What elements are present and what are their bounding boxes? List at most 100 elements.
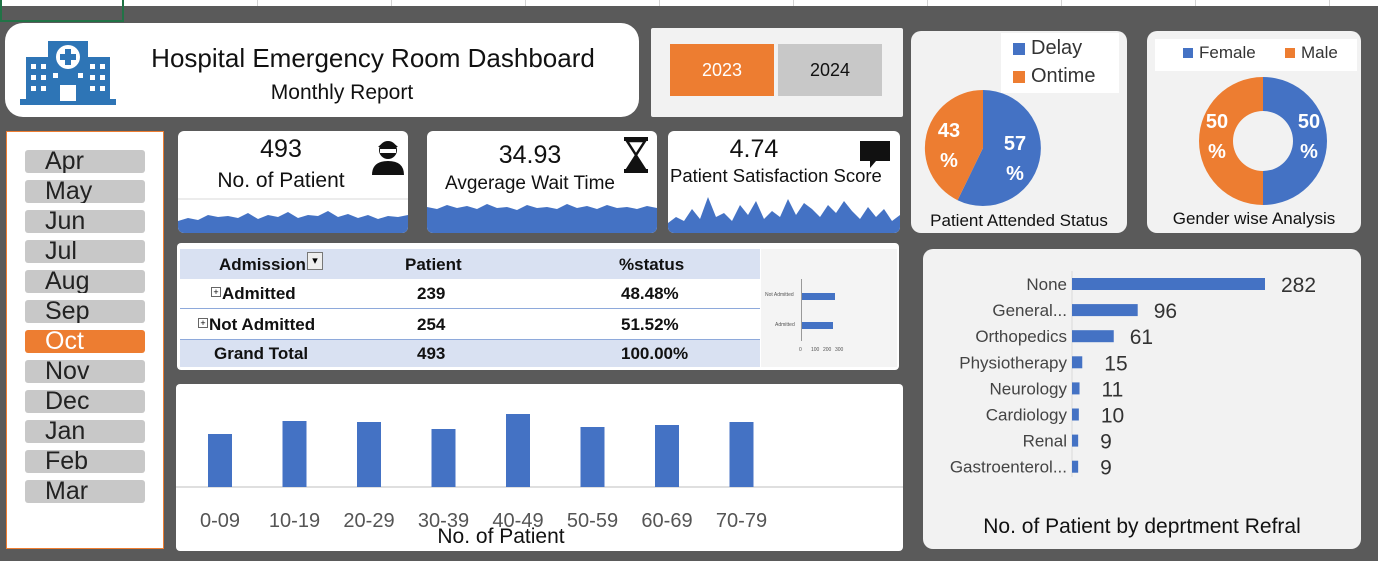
dept-value: 282 xyxy=(1281,274,1316,297)
dept-label: Neurology xyxy=(990,379,1068,398)
kpi-satisfaction-label: Patient Satisfaction Score xyxy=(670,165,882,186)
age-bar-40-49 xyxy=(506,414,530,487)
gender-analysis-card: Female Male 50 % 50 % Gender wise Analys… xyxy=(1147,31,1361,233)
row-pct-not-admitted: 51.52% xyxy=(621,315,679,334)
admission-pivot-table: Admission ▾ Patient %status + Admitted 2… xyxy=(177,243,899,370)
donut-slice-male xyxy=(1199,77,1263,205)
selected-cell[interactable] xyxy=(0,0,124,22)
month-button-mar[interactable]: Mar xyxy=(25,480,145,503)
female-swatch xyxy=(1183,48,1193,58)
female-pct-label: 50 % xyxy=(1297,111,1321,163)
age-tick-label: 20-29 xyxy=(343,510,394,532)
year-slicer: 2023 2024 xyxy=(651,28,903,117)
dept-bar xyxy=(1072,304,1138,317)
kpi-wait-card: 34.93 Avgerage Wait Time xyxy=(427,131,657,233)
male-pct-label: 50 % xyxy=(1205,111,1229,163)
month-button-apr[interactable]: Apr xyxy=(25,150,145,173)
filter-dropdown-icon[interactable]: ▾ xyxy=(307,252,323,270)
donut-slice-female xyxy=(1263,77,1327,205)
mini-chart-label-not-admitted: Not Admitted xyxy=(765,292,794,298)
age-bar-20-29 xyxy=(357,422,381,487)
col-header-patient: Patient xyxy=(405,255,462,274)
age-tick-label: 30-39 xyxy=(418,510,469,532)
age-bar-70-79 xyxy=(729,422,754,487)
month-button-jul[interactable]: Jul xyxy=(25,240,145,263)
satisfaction-sparkline xyxy=(668,197,900,233)
age-tick-label: 60-69 xyxy=(641,510,692,532)
mini-tick-200: 200 xyxy=(823,347,832,353)
dept-label: Gastroenterol... xyxy=(950,458,1067,477)
dept-bar xyxy=(1072,356,1083,369)
col-header-admission: Admission xyxy=(219,255,306,274)
dept-chart-svg: None 282 General... 96 Orthopedics 61 Physioth… xyxy=(950,271,1316,480)
kpi-satisfaction-value: 4.74 xyxy=(729,135,779,163)
age-tick-label: 50-59 xyxy=(567,510,618,532)
mini-bar-not-admitted xyxy=(801,293,835,300)
dept-bar xyxy=(1072,382,1080,395)
attended-chart-title: Patient Attended Status xyxy=(930,211,1108,230)
dept-value: 9 xyxy=(1100,457,1112,480)
mini-tick-0: 0 xyxy=(799,347,802,353)
age-tick-label: 0-09 xyxy=(200,510,240,532)
dept-label: Physiotherapy xyxy=(959,353,1067,372)
dept-bar xyxy=(1072,434,1079,447)
month-button-may[interactable]: May xyxy=(25,180,145,203)
dept-bar xyxy=(1072,330,1114,343)
age-bar-10-19 xyxy=(282,421,307,487)
legend-female: Female xyxy=(1199,43,1256,62)
dept-value: 9 xyxy=(1100,431,1112,454)
gender-donut-chart xyxy=(1199,77,1327,205)
ontime-swatch xyxy=(1013,70,1025,83)
month-button-nov[interactable]: Nov xyxy=(25,360,145,383)
row-label-admitted: Admitted xyxy=(222,284,296,303)
patients-sparkline xyxy=(178,198,408,233)
col-header-status: %status xyxy=(619,255,685,274)
delay-pct-label: 57 % xyxy=(1003,133,1132,185)
spreadsheet-grid xyxy=(0,0,1378,22)
year-button-2024[interactable]: 2024 xyxy=(778,44,882,96)
dept-value: 11 xyxy=(1102,378,1124,401)
legend-ontime: Ontime xyxy=(1031,65,1096,87)
attended-legend: Delay Ontime xyxy=(1001,33,1119,93)
month-button-feb[interactable]: Feb xyxy=(25,450,145,473)
age-tick-label: 40-49 xyxy=(492,510,543,532)
row-label-total: Grand Total xyxy=(214,344,309,363)
title-card: Hospital Emergency Room Dashboard Monthl… xyxy=(5,23,639,117)
dept-label: Cardiology xyxy=(986,406,1068,425)
speech-bubble-icon xyxy=(860,141,890,168)
month-button-oct[interactable]: Oct xyxy=(25,330,145,353)
expand-icon[interactable]: + xyxy=(211,287,221,297)
dept-value: 96 xyxy=(1154,300,1177,323)
month-button-jun[interactable]: Jun xyxy=(25,210,145,233)
month-button-dec[interactable]: Dec xyxy=(25,390,145,413)
expand-icon[interactable]: + xyxy=(198,318,208,328)
admission-mini-chart: Not Admitted Admitted 0 100 200 300 xyxy=(761,249,897,367)
mini-bar-admitted xyxy=(801,322,833,329)
legend-delay: Delay xyxy=(1031,37,1083,59)
kpi-wait-label: Avgerage Wait Time xyxy=(444,173,616,194)
age-chart-title: No. of Patient xyxy=(437,525,565,548)
dept-value: 61 xyxy=(1130,326,1153,349)
attended-pie-chart xyxy=(924,89,1041,206)
age-bar-50-59 xyxy=(580,427,605,487)
male-swatch xyxy=(1285,48,1295,58)
mini-tick-300: 300 xyxy=(835,347,844,353)
mini-chart-label-admitted: Admitted xyxy=(775,322,795,328)
month-button-sep[interactable]: Sep xyxy=(25,300,145,323)
month-button-aug[interactable]: Aug xyxy=(25,270,145,293)
dept-label: General... xyxy=(992,301,1067,320)
month-button-jan[interactable]: Jan xyxy=(25,420,145,443)
kpi-satisfaction-card: 4.74 Patient Satisfaction Score xyxy=(668,131,900,233)
dept-value: 15 xyxy=(1104,352,1127,375)
kpi-wait-value: 34.93 xyxy=(498,141,562,169)
table-row xyxy=(180,308,760,339)
year-button-2023[interactable]: 2023 xyxy=(670,44,774,96)
row-patient-admitted: 239 xyxy=(417,284,446,303)
hourglass-icon xyxy=(624,137,648,173)
hospital-icon xyxy=(20,41,116,105)
dashboard-subtitle: Monthly Report xyxy=(270,81,414,104)
age-tick-label: 10-19 xyxy=(269,510,320,532)
dept-label: None xyxy=(1026,275,1067,294)
doctor-icon xyxy=(372,141,404,175)
table-total-row xyxy=(180,339,760,367)
